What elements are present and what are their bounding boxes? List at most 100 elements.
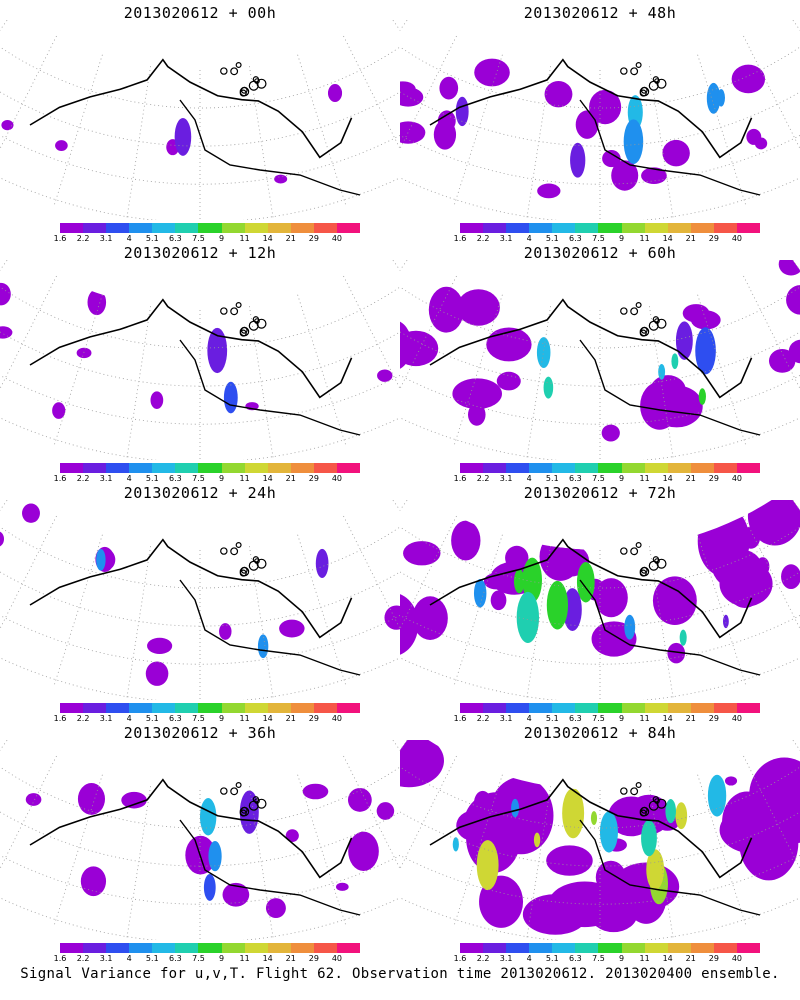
coastline xyxy=(429,298,753,399)
variance-region xyxy=(428,286,464,333)
colorbar-tick-label: 21 xyxy=(685,234,696,243)
island xyxy=(635,542,642,549)
colorbar-tick-label: 21 xyxy=(685,954,696,963)
variance-region xyxy=(400,87,424,107)
variance-region xyxy=(778,260,800,276)
colorbar-tick-label: 29 xyxy=(308,954,319,963)
latitude-line xyxy=(0,374,400,425)
variance-region xyxy=(722,791,772,853)
colorbar-swatch xyxy=(713,703,737,713)
colorbar-swatch xyxy=(506,463,530,473)
latitude-line xyxy=(400,897,800,940)
longitude-line xyxy=(0,740,8,751)
longitude-line xyxy=(249,66,274,220)
coastline xyxy=(29,58,353,159)
island xyxy=(254,558,260,564)
colorbar-swatch xyxy=(552,223,576,233)
island xyxy=(620,307,628,315)
colorbar-tick-label: 29 xyxy=(308,474,319,483)
variance-core xyxy=(546,580,569,630)
variance-core xyxy=(590,811,598,826)
colorbar-swatch xyxy=(575,223,599,233)
variance-region xyxy=(0,531,4,547)
colorbar-tick-label: 3.1 xyxy=(99,954,113,963)
variance-region xyxy=(384,605,400,630)
colorbar-swatch xyxy=(483,943,507,953)
variance-region xyxy=(1,119,14,131)
colorbar-swatch xyxy=(621,463,645,473)
variance-region xyxy=(486,327,532,362)
variance-region xyxy=(640,381,679,430)
colorbar-swatch xyxy=(644,943,668,953)
colorbar-tick-label: 14 xyxy=(262,474,273,483)
map-panel: 2013020612 + 84h 1.6 2.2 3.1 4 5.1 6.3 7.5 9 11 14… xyxy=(400,720,800,963)
variance-core xyxy=(513,569,525,594)
colorbar-swatch xyxy=(290,463,314,473)
variance-region xyxy=(490,590,507,611)
colorbar-swatch xyxy=(198,703,222,713)
variance-map xyxy=(400,740,800,940)
colorbar-swatch xyxy=(313,703,337,713)
longitude-line xyxy=(0,500,8,511)
colorbar-tick-label: 3.1 xyxy=(499,234,513,243)
island xyxy=(639,329,647,337)
latitude-line xyxy=(400,614,800,665)
latitude-line xyxy=(400,177,800,220)
variance-region xyxy=(302,783,329,800)
colorbar-swatch xyxy=(667,463,691,473)
colorbar-tick-label: 7.5 xyxy=(192,954,205,963)
variance-region xyxy=(602,149,621,168)
variance-region xyxy=(0,326,13,339)
colorbar-swatch xyxy=(736,703,761,713)
colorbar-swatch xyxy=(506,703,530,713)
island xyxy=(235,62,242,69)
variance-region xyxy=(781,564,800,590)
colorbar-tick-label: 9 xyxy=(218,474,225,483)
colorbar-swatch xyxy=(529,943,553,953)
colorbar-swatch xyxy=(667,703,691,713)
latitude-line xyxy=(400,854,800,905)
colorbar-tick-label: 5.1 xyxy=(145,714,159,723)
colorbar-tick-label: 4 xyxy=(126,234,132,243)
island xyxy=(239,329,247,337)
variance-region xyxy=(433,119,457,150)
variance-region xyxy=(336,882,349,891)
variance-core xyxy=(536,337,551,369)
longitude-line xyxy=(126,66,151,220)
colorbar-tick-label: 7.5 xyxy=(592,474,605,483)
island xyxy=(230,67,239,76)
map-panel: 2013020612 + 60h 1.6 2.2 3.1 4 5.1 6.3 7.5 9 11 14… xyxy=(400,240,800,483)
colorbar xyxy=(460,223,761,233)
variance-region xyxy=(456,289,500,326)
longitude-line xyxy=(743,275,800,390)
variance-region xyxy=(76,347,92,359)
colorbar-tick-label: 7.5 xyxy=(192,714,205,723)
colorbar-swatch xyxy=(152,703,176,713)
island xyxy=(220,307,228,315)
colorbar-swatch xyxy=(198,943,222,953)
colorbar-swatch xyxy=(460,223,484,233)
variance-core xyxy=(257,634,269,659)
colorbar-swatch xyxy=(598,463,622,473)
colorbar-tick-label: 9 xyxy=(618,474,625,483)
variance-region xyxy=(662,139,690,167)
colorbar-tick-label: 4 xyxy=(526,234,532,243)
colorbar-labels: 1.6 2.2 3.1 4 5.1 6.3 7.5 9 11 14 21 29 40 xyxy=(53,954,365,964)
variance-core xyxy=(533,832,541,848)
variance-map xyxy=(400,260,800,460)
colorbar-tick-label: 2.2 xyxy=(476,234,490,243)
longitude-line xyxy=(392,500,400,511)
variance-core xyxy=(695,327,716,375)
colorbar-tick-label: 1.6 xyxy=(53,954,67,963)
colorbar-labels: 1.6 2.2 3.1 4 5.1 6.3 7.5 9 11 14 21 29 40 xyxy=(54,234,365,244)
variance-region xyxy=(145,661,169,686)
longitude-line xyxy=(343,275,400,390)
island xyxy=(254,318,260,324)
colorbar-tick-label: 40 xyxy=(331,714,343,723)
colorbar-tick-label: 2.2 xyxy=(476,954,490,963)
variance-region xyxy=(505,545,529,570)
colorbar-swatch xyxy=(644,703,668,713)
variance-core xyxy=(516,591,540,644)
colorbar-swatch xyxy=(667,223,691,233)
island xyxy=(630,787,639,796)
